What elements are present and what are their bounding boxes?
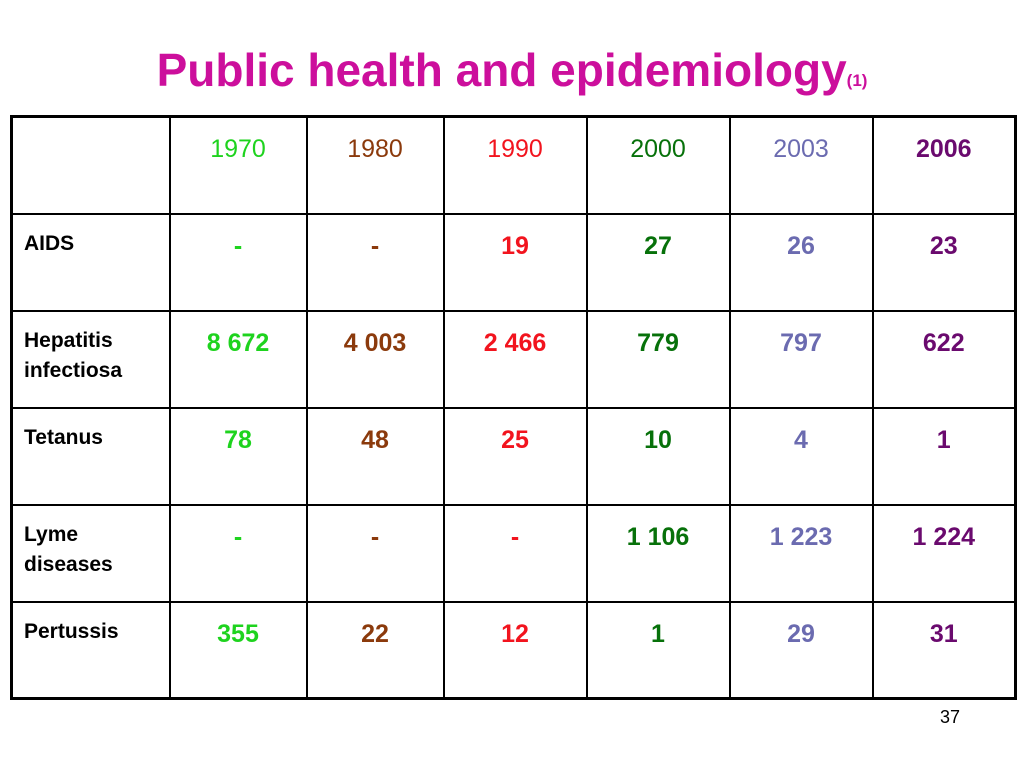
table-cell: 23 (871, 212, 1017, 312)
table-cell: 48 (305, 406, 445, 506)
row-label-tetanus: Tetanus (10, 406, 171, 506)
year-header-2000: 2000 (585, 115, 731, 215)
table-row-tetanus: Tetanus 78 48 25 10 4 1 (10, 406, 1017, 506)
table-cell: 4 003 (305, 309, 445, 409)
slide-title-note: (1) (846, 71, 868, 90)
year-header-1990: 1990 (442, 115, 588, 215)
year-header-1970: 1970 (168, 115, 308, 215)
table-cell: 8 672 (168, 309, 308, 409)
table-cell: 22 (305, 600, 445, 700)
table-cell: 12 (442, 600, 588, 700)
table-cell: 78 (168, 406, 308, 506)
table-cell: 19 (442, 212, 588, 312)
row-label-line: Lyme (24, 522, 79, 546)
table-row-hepatitis: Hepatitis infectiosa 8 672 4 003 2 466 77… (10, 309, 1017, 409)
slide-title-text: Public health and epidemiology (156, 44, 847, 96)
table-cell: - (442, 503, 588, 603)
table-corner-cell (10, 115, 171, 215)
page-number: 37 (940, 707, 961, 727)
table-row-lyme: Lyme diseases - - - 1 106 1 223 1 224 (10, 503, 1017, 603)
table-cell: 1 224 (871, 503, 1017, 603)
table-cell: - (305, 503, 445, 603)
table-cell: 622 (871, 309, 1017, 409)
table-cell: - (168, 212, 308, 312)
slide-title: Public health and epidemiology(1) (0, 42, 1024, 109)
year-header-2003: 2003 (728, 115, 874, 215)
table-cell: 1 (871, 406, 1017, 506)
table-cell: - (305, 212, 445, 312)
table-header-row: 1970 1980 1990 2000 2003 2006 (10, 115, 1017, 215)
table-cell: 4 (728, 406, 874, 506)
row-label-line: AIDS (24, 231, 75, 255)
table-cell: 355 (168, 600, 308, 700)
table-row-pertussis: Pertussis 355 22 12 1 29 31 (10, 600, 1017, 700)
epidemiology-table: 1970 1980 1990 2000 2003 2006 AIDS - - 1… (10, 115, 1017, 700)
table-cell: 26 (728, 212, 874, 312)
row-label-lyme: Lyme diseases (10, 503, 171, 603)
row-label-line: Hepatitis (24, 328, 113, 352)
table-cell: 10 (585, 406, 731, 506)
table-row-aids: AIDS - - 19 27 26 23 (10, 212, 1017, 312)
table-cell: 1 223 (728, 503, 874, 603)
row-label-line: diseases (24, 552, 113, 576)
row-label-line: Pertussis (24, 619, 119, 643)
table-cell: 29 (728, 600, 874, 700)
year-header-2006: 2006 (871, 115, 1017, 215)
table-cell: 779 (585, 309, 731, 409)
table-cell: 2 466 (442, 309, 588, 409)
table-cell: 797 (728, 309, 874, 409)
table-cell: 27 (585, 212, 731, 312)
row-label-line: Tetanus (24, 425, 103, 449)
table-cell: 1 106 (585, 503, 731, 603)
table-cell: 1 (585, 600, 731, 700)
table-cell: 31 (871, 600, 1017, 700)
table-cell: - (168, 503, 308, 603)
row-label-hepatitis: Hepatitis infectiosa (10, 309, 171, 409)
row-label-pertussis: Pertussis (10, 600, 171, 700)
row-label-line: infectiosa (24, 358, 123, 382)
row-label-aids: AIDS (10, 212, 171, 312)
year-header-1980: 1980 (305, 115, 445, 215)
table-cell: 25 (442, 406, 588, 506)
